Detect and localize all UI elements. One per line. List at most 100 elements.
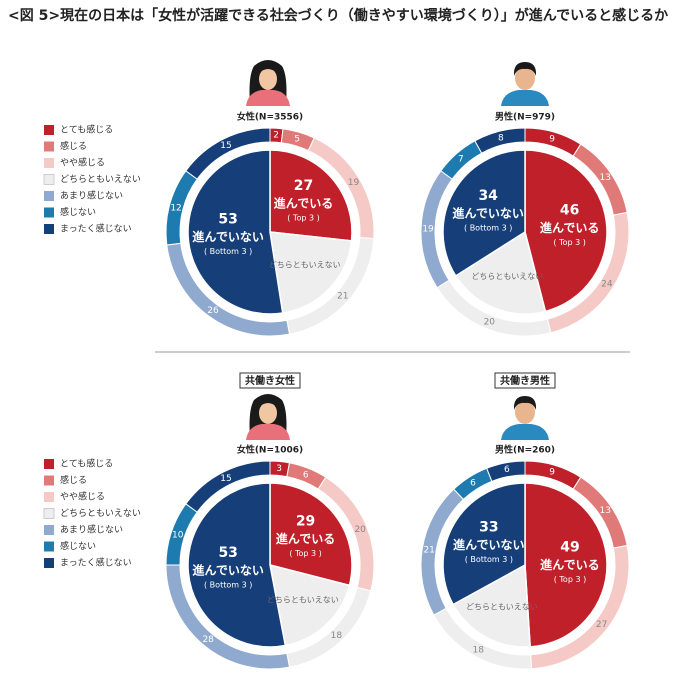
legend-label: どちらともいえない (60, 508, 141, 519)
pie-neutral-label: どちらともいえない (466, 603, 538, 612)
legend-swatch (44, 525, 54, 535)
ring-value-label: 26 (207, 306, 219, 316)
pie-category-label: 進んでいない (452, 205, 523, 220)
pie-note: ( Top 3 ) (554, 575, 586, 584)
ring-value-label: 28 (202, 635, 214, 645)
chart-subtitle: 男性(N=979) (495, 111, 555, 123)
legend-label: あまり感じない (60, 190, 123, 202)
ring-value-label: 12 (170, 203, 181, 213)
ring-value-label: 21 (337, 292, 348, 302)
pie-segment (454, 230, 547, 315)
pie-note: ( Bottom 3 ) (204, 580, 252, 589)
legend-swatch (44, 541, 54, 552)
group-label: 共働き男性 (500, 374, 550, 387)
ring-value-label: 18 (331, 631, 343, 641)
pie-category-label: 進んでいない (453, 537, 524, 552)
ring-value-label: 20 (484, 318, 496, 328)
legend-swatch (44, 125, 54, 135)
pie-value-label: 49 (560, 540, 579, 556)
ring-segment (185, 460, 271, 513)
ring-value-label: 9 (549, 134, 555, 144)
legend-swatch (44, 475, 54, 486)
avatar-female (246, 60, 290, 106)
pie-segment (452, 563, 531, 648)
pie-neutral-label: どちらともいえない (471, 272, 543, 281)
group-label: 共働き女性 (245, 374, 295, 387)
pie-segment (187, 149, 284, 315)
legend-swatch (44, 141, 54, 152)
pie-neutral-label: どちらともいえない (269, 261, 341, 270)
pie-category-label: 進んでいる (540, 557, 599, 572)
ring-value-label: 6 (303, 470, 309, 480)
legend-label: あまり感じない (60, 524, 123, 536)
ring-value-label: 21 (423, 545, 434, 555)
ring-value-label: 20 (354, 525, 366, 535)
pie-value-label: 46 (560, 202, 579, 218)
pie-segment (524, 149, 608, 313)
legend-swatch (44, 191, 54, 201)
legend-swatch (43, 508, 55, 519)
ring-value-label: 2 (273, 131, 279, 141)
pie-value-label: 34 (478, 188, 498, 204)
pie-note: ( Bottom 3 ) (204, 247, 252, 256)
legend-swatch (44, 558, 54, 568)
group-label-box (239, 372, 301, 389)
legend-swatch (43, 174, 55, 185)
legend-label: とても感じる (60, 124, 113, 136)
pie-note: ( Bottom 3 ) (465, 555, 513, 564)
legend-label: やや感じる (60, 157, 105, 169)
ring-value-label: 13 (600, 506, 611, 516)
ring-value-label: 19 (348, 178, 360, 188)
legend-label: やや感じる (60, 491, 105, 503)
pie-segment (269, 149, 353, 242)
pie-note: ( Top 3 ) (553, 238, 585, 247)
ring-value-label: 3 (276, 464, 282, 474)
pie-neutral-label: どちらともいえない (267, 595, 339, 604)
ring-value-label: 15 (220, 474, 231, 484)
ring-value-label: 8 (498, 134, 504, 144)
legend-label: とても感じる (60, 458, 113, 470)
pie-category-label: 進んでいない (192, 562, 263, 577)
ring-value-label: 5 (294, 134, 300, 144)
legend-label: 感じる (60, 474, 87, 486)
pie-value-label: 33 (479, 520, 498, 536)
pie-segment (187, 482, 287, 648)
ring-value-label: 18 (473, 646, 485, 656)
pie-category-label: 進んでいない (192, 229, 263, 244)
legend-label: 感じない (60, 206, 96, 218)
avatar-female (246, 394, 290, 440)
pie-category-label: 進んでいる (274, 195, 333, 210)
legend-label: 感じる (60, 140, 87, 152)
pie-value-label: 27 (294, 178, 313, 194)
pie-segment (442, 482, 526, 606)
pie-note: ( Top 3 ) (287, 213, 319, 222)
pie-note: ( Bottom 3 ) (464, 223, 512, 232)
ring-segment (474, 127, 526, 154)
pie-value-label: 29 (296, 513, 315, 529)
legend-swatch (44, 207, 54, 218)
legend-swatch (44, 158, 54, 168)
avatar-male (501, 62, 549, 106)
ring-value-label: 13 (600, 173, 611, 183)
ring-value-label: 27 (596, 620, 607, 630)
ring-segment (185, 127, 271, 180)
pie-segment (269, 482, 353, 587)
pie-segment (269, 231, 353, 314)
pie-segment (442, 149, 526, 277)
avatar-male (501, 396, 549, 440)
legend-label: どちらともいえない (60, 174, 141, 185)
ring-value-label: 6 (470, 479, 476, 489)
ring-value-label: 6 (504, 465, 510, 475)
pie-value-label: 53 (218, 211, 237, 227)
chart-subtitle: 男性(N=260) (495, 444, 555, 456)
legend-swatch (44, 459, 54, 469)
ring-value-label: 7 (458, 155, 464, 165)
legend-label: 感じない (60, 540, 96, 552)
pie-note: ( Top 3 ) (289, 549, 321, 558)
legend-swatch (44, 492, 54, 502)
pie-category-label: 進んでいる (540, 220, 599, 235)
ring-value-label: 15 (220, 141, 231, 151)
pie-segment (524, 482, 608, 648)
chart-subtitle: 女性(N=1006) (237, 444, 303, 456)
